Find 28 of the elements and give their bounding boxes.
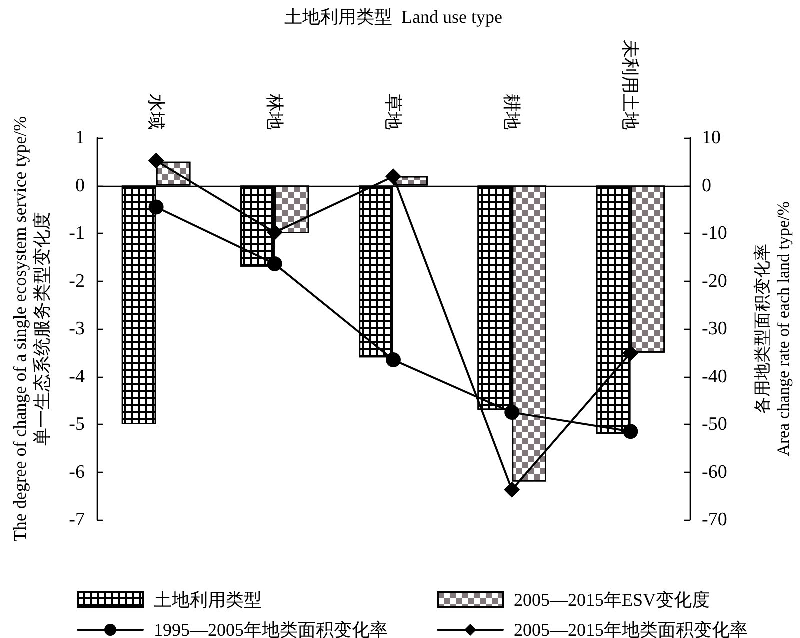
- y2-tick-label: 10: [702, 128, 721, 148]
- y2-tick-label: -60: [702, 462, 728, 483]
- y-tick-label: -4: [69, 366, 86, 388]
- y-tick-label: -6: [69, 462, 85, 483]
- x-tick-label: 草地: [384, 94, 404, 130]
- x-tick-label: 未利用土地: [620, 40, 641, 130]
- y2-axis-title: 各用地类型面积变化率 Area change rate of each land type/%: [753, 202, 793, 456]
- legend-label: 土地利用类型: [154, 590, 262, 610]
- y2-tick-label: -30: [702, 318, 728, 340]
- y2-tick-label: -40: [702, 366, 728, 388]
- y-tick-label: -3: [69, 318, 85, 340]
- y-tick-label: -2: [69, 270, 85, 292]
- x-tick-label: 耕地: [502, 94, 522, 130]
- y2-tick-label: 0: [702, 175, 712, 196]
- x-tick-label: 水域: [146, 94, 166, 130]
- y2-tick-label: -20: [702, 270, 728, 292]
- y2-tick-label: -10: [702, 223, 728, 244]
- y-axis-title: The degree of change of a single ecosystem service type/% 单一生态系统服务类型变化度: [10, 116, 52, 542]
- y-tick-label: 0: [76, 175, 85, 196]
- legend-label: 2005—2015年ESV变化度: [514, 590, 710, 610]
- y2-tick-label: -50: [702, 414, 728, 435]
- y-tick-label: -1: [69, 223, 85, 244]
- x-axis-title: 土地利用类型 Land use type: [284, 7, 502, 27]
- y2-tick-label: -70: [702, 510, 728, 530]
- y-tick-label: -5: [69, 414, 85, 435]
- x-tick-label: 林地: [264, 93, 285, 130]
- y-tick-label: 1: [76, 128, 85, 148]
- y-tick-label: -7: [69, 510, 85, 530]
